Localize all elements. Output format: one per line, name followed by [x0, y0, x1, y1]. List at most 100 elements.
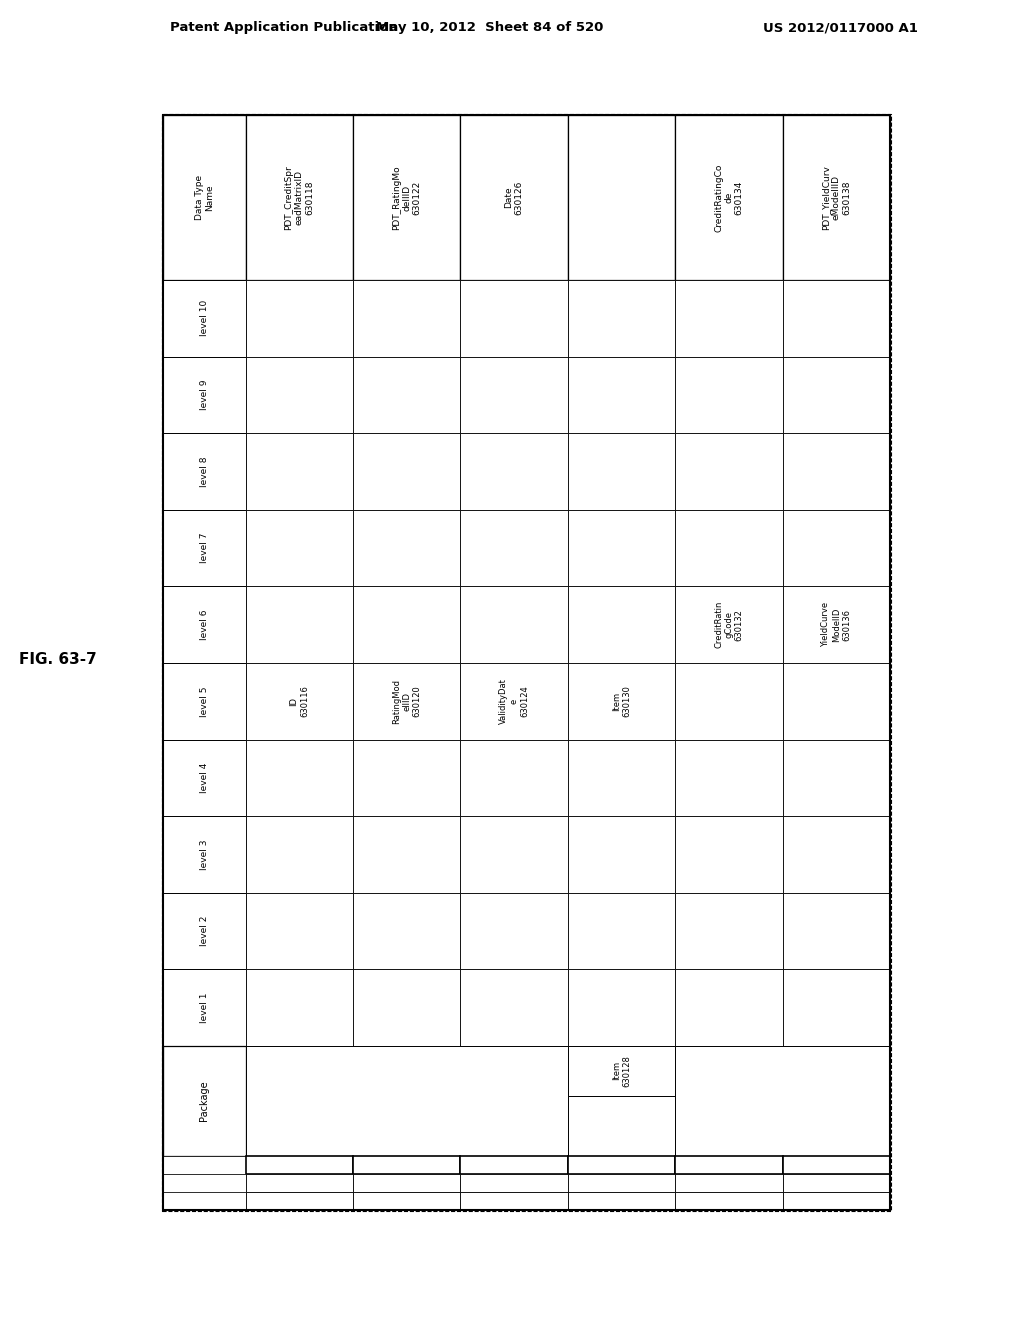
Text: US 2012/0117000 A1: US 2012/0117000 A1 — [763, 21, 918, 34]
Bar — [246, 969, 353, 1045]
Bar — [461, 586, 567, 663]
Bar — [163, 1045, 246, 1156]
Bar — [353, 356, 461, 433]
Bar — [782, 115, 890, 280]
Text: level 10: level 10 — [200, 300, 209, 337]
Bar — [782, 510, 890, 586]
Bar — [353, 663, 461, 739]
Bar — [567, 510, 675, 586]
Bar — [163, 892, 246, 969]
Bar — [567, 1192, 675, 1210]
Bar — [567, 115, 675, 280]
Text: CreditRatin
gCode
630132: CreditRatin gCode 630132 — [714, 601, 743, 648]
Text: Item
630128: Item 630128 — [611, 1055, 631, 1086]
Bar — [675, 663, 782, 739]
Bar — [353, 1156, 461, 1173]
Text: level 4: level 4 — [200, 763, 209, 793]
Text: PDT_CreditSpr
eadMatrixID
630118: PDT_CreditSpr eadMatrixID 630118 — [285, 165, 314, 230]
Text: level 6: level 6 — [200, 610, 209, 640]
Bar — [675, 433, 782, 510]
Bar — [246, 739, 353, 816]
Bar — [782, 586, 890, 663]
Text: PDT_YieldCurv
eModellID
630138: PDT_YieldCurv eModellID 630138 — [821, 165, 851, 230]
Bar — [163, 115, 890, 1210]
Text: Date
630126: Date 630126 — [505, 181, 524, 215]
Text: May 10, 2012  Sheet 84 of 520: May 10, 2012 Sheet 84 of 520 — [376, 21, 604, 34]
Text: level 8: level 8 — [200, 457, 209, 487]
Bar — [782, 1173, 890, 1192]
Bar — [163, 739, 246, 816]
Text: ValidityDat
e
630124: ValidityDat e 630124 — [500, 678, 529, 725]
Bar — [567, 816, 675, 892]
Text: ID
630116: ID 630116 — [290, 685, 309, 717]
Bar — [246, 1156, 353, 1173]
Bar — [461, 816, 567, 892]
Bar — [461, 510, 567, 586]
Bar — [675, 739, 782, 816]
Bar — [163, 816, 246, 892]
Bar — [163, 1173, 246, 1192]
Text: level 9: level 9 — [200, 380, 209, 411]
Bar — [353, 969, 461, 1045]
Bar — [675, 1156, 782, 1173]
Text: level 2: level 2 — [200, 916, 209, 946]
Bar — [782, 1156, 890, 1173]
Bar — [675, 586, 782, 663]
Bar — [782, 356, 890, 433]
Bar — [353, 892, 461, 969]
Text: Package: Package — [200, 1081, 209, 1121]
Bar — [461, 1156, 567, 1173]
Bar — [246, 663, 353, 739]
Bar — [353, 1173, 461, 1192]
Bar — [246, 1192, 353, 1210]
Bar — [675, 356, 782, 433]
Bar — [461, 969, 567, 1045]
Bar — [246, 280, 353, 356]
Bar — [461, 280, 567, 356]
Text: Data Type
Name: Data Type Name — [195, 176, 214, 220]
Bar — [675, 1192, 782, 1210]
Bar — [567, 1156, 675, 1173]
Bar — [675, 510, 782, 586]
Bar — [782, 280, 890, 356]
Bar — [782, 433, 890, 510]
Bar — [567, 356, 675, 433]
Bar — [163, 280, 246, 356]
Text: CreditRatingCo
de
630134: CreditRatingCo de 630134 — [714, 164, 743, 232]
Text: YieldCurve
ModelID
630136: YieldCurve ModelID 630136 — [821, 602, 851, 647]
Bar — [675, 892, 782, 969]
Bar — [567, 1173, 675, 1192]
Bar — [353, 586, 461, 663]
Text: level 7: level 7 — [200, 533, 209, 564]
Bar — [246, 892, 353, 969]
Bar — [675, 115, 782, 280]
Bar — [675, 1045, 890, 1156]
Bar — [461, 356, 567, 433]
Bar — [353, 510, 461, 586]
Bar — [246, 816, 353, 892]
Bar — [675, 280, 782, 356]
Bar — [353, 739, 461, 816]
Bar — [163, 969, 246, 1045]
Bar — [246, 510, 353, 586]
Text: level 1: level 1 — [200, 993, 209, 1023]
Bar — [567, 280, 675, 356]
Text: PDT_RatingMo
dellID
630122: PDT_RatingMo dellID 630122 — [392, 165, 422, 230]
Bar — [246, 586, 353, 663]
Bar — [567, 586, 675, 663]
Bar — [163, 663, 246, 739]
Text: level 5: level 5 — [200, 686, 209, 717]
Bar — [567, 739, 675, 816]
Bar — [567, 1045, 675, 1096]
Bar — [246, 1173, 353, 1192]
Bar — [461, 115, 567, 280]
Bar — [675, 969, 782, 1045]
Bar — [461, 433, 567, 510]
Text: RatingMod
ellID
630120: RatingMod ellID 630120 — [392, 678, 422, 723]
Bar — [782, 816, 890, 892]
Bar — [567, 1096, 675, 1156]
Bar — [782, 969, 890, 1045]
Bar — [782, 1192, 890, 1210]
Bar — [353, 816, 461, 892]
Bar — [675, 816, 782, 892]
